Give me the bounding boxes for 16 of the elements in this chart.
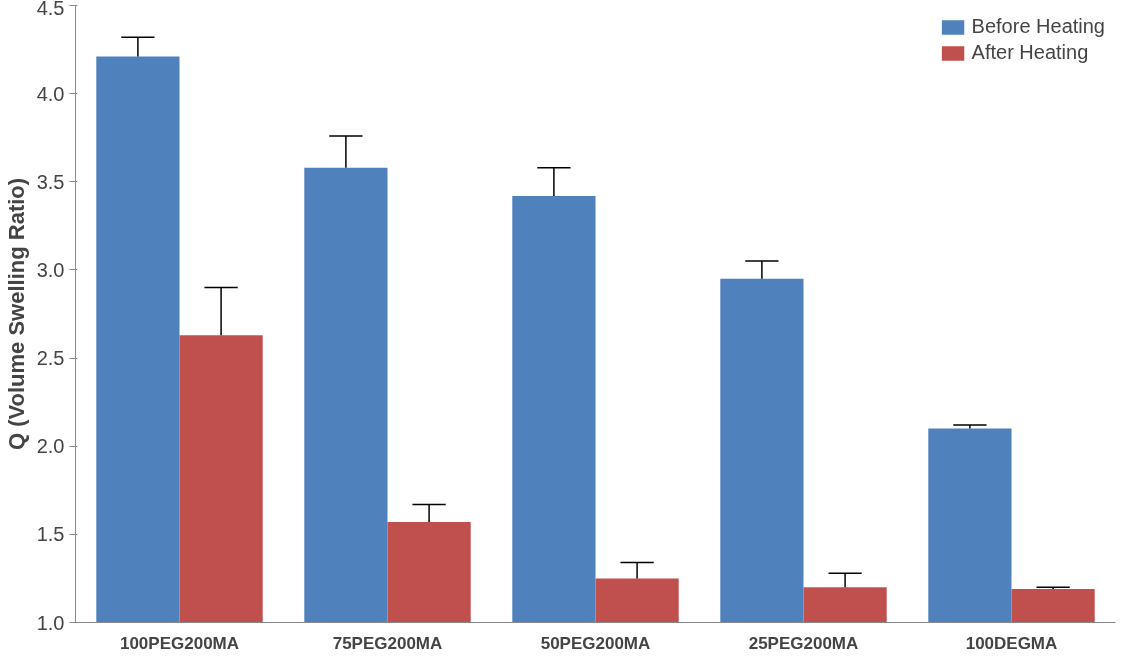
y-tick-label: 1.0 (36, 611, 65, 634)
y-tick-label: 3.5 (36, 170, 65, 193)
legend-label: After Heating (971, 41, 1089, 64)
y-tick-label: 3.0 (36, 258, 65, 281)
y-tick-label: 4.0 (36, 82, 65, 105)
y-tick-label: 4.5 (36, 0, 65, 19)
y-tick-label: 2.5 (36, 347, 65, 370)
y-axis-title: Q (Volume Swelling Ratio) (3, 177, 29, 451)
y-tick-label: 1.5 (36, 523, 65, 546)
y-tick-label: 2.0 (36, 435, 65, 458)
x-tick-label: 100DEGMA (965, 633, 1058, 653)
legend-label: Before Heating (971, 15, 1105, 38)
x-tick-label: 100PEG200MA (119, 633, 240, 653)
x-tick-label: 50PEG200MA (540, 633, 651, 653)
x-tick-label: 75PEG200MA (332, 633, 443, 653)
x-tick-label: 25PEG200MA (748, 633, 859, 653)
